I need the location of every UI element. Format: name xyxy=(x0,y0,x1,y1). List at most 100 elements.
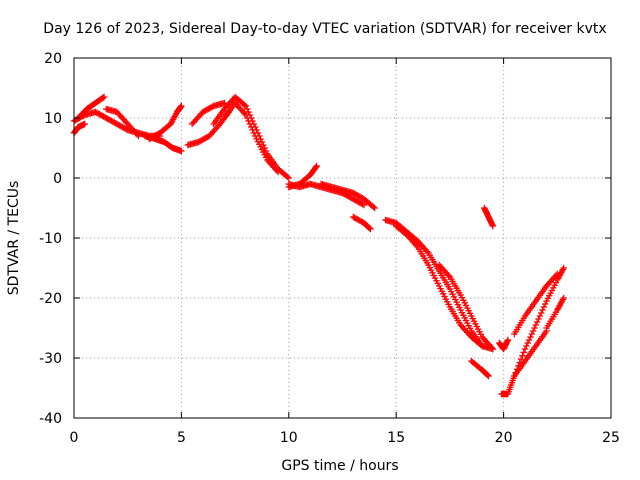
data-point-marker xyxy=(285,174,292,182)
data-point-marker xyxy=(249,126,256,134)
x-axis-label: GPS time / hours xyxy=(281,458,398,474)
data-point-marker xyxy=(100,93,108,101)
data-point-marker xyxy=(484,372,491,379)
data-point-marker xyxy=(248,123,255,131)
chart-title: Day 126 of 2023, Sidereal Day-to-day VTE… xyxy=(43,21,606,37)
series-track-h xyxy=(188,99,228,128)
series-track-w xyxy=(511,327,550,380)
series-track-m xyxy=(317,180,378,212)
data-point-marker xyxy=(178,102,185,110)
data-point-marker xyxy=(178,147,185,155)
series-track-s xyxy=(481,204,497,230)
series-track-t xyxy=(496,336,512,353)
data-point-marker xyxy=(519,352,526,359)
data-point-marker xyxy=(445,272,452,279)
data-point-marker xyxy=(371,204,378,212)
data-point-marker xyxy=(523,342,530,350)
data-point-marker xyxy=(243,114,251,122)
x-tick-label: 0 xyxy=(70,430,79,446)
y-tick-label: 0 xyxy=(53,171,62,187)
data-point-marker xyxy=(243,105,251,113)
grid-lines xyxy=(74,58,611,418)
data-point-marker xyxy=(274,168,282,176)
data-point-marker xyxy=(370,203,377,211)
data-point-marker xyxy=(520,349,527,356)
data-point-marker xyxy=(529,327,537,335)
x-tick-label: 5 xyxy=(177,430,186,446)
series-track-o xyxy=(382,216,497,353)
data-points xyxy=(70,93,567,398)
data-point-marker xyxy=(313,162,320,170)
data-point-marker xyxy=(133,131,141,138)
data-point-marker xyxy=(81,120,88,128)
series-track-q xyxy=(435,261,497,353)
data-point-marker xyxy=(560,294,567,302)
x-axis: 0 5 10 15 20 25 xyxy=(70,58,620,446)
y-axis-label: SDTVAR / TECUs xyxy=(6,181,22,296)
y-tick-label: 10 xyxy=(44,111,62,127)
series-track-v xyxy=(511,270,561,338)
series-track-g xyxy=(184,108,232,149)
data-point-marker xyxy=(245,117,252,125)
series-track-c xyxy=(70,120,88,137)
data-point-marker xyxy=(489,222,497,230)
data-point-marker xyxy=(367,225,374,233)
data-point-marker xyxy=(242,111,250,119)
x-tick-label: 20 xyxy=(495,430,513,446)
data-point-marker xyxy=(521,345,529,353)
data-point-marker xyxy=(135,132,142,140)
data-point-marker xyxy=(528,330,535,338)
series-track-j xyxy=(221,99,282,176)
data-point-marker xyxy=(524,339,531,347)
series-track-x xyxy=(543,294,567,332)
series-track-r xyxy=(468,357,492,380)
data-point-marker xyxy=(542,300,549,308)
data-point-marker xyxy=(539,306,546,314)
data-point-marker xyxy=(250,129,258,137)
series-track-n xyxy=(350,213,374,233)
data-point-marker xyxy=(413,242,420,249)
data-point-marker xyxy=(273,167,280,174)
data-point-marker xyxy=(252,132,259,140)
data-point-marker xyxy=(532,321,540,329)
series-track-u xyxy=(498,264,567,398)
data-point-marker xyxy=(531,324,538,332)
data-point-marker xyxy=(540,303,548,311)
y-tick-label: -30 xyxy=(39,351,62,367)
data-point-marker xyxy=(366,225,373,232)
data-point-marker xyxy=(359,201,366,208)
data-point-marker xyxy=(525,336,533,344)
data-point-marker xyxy=(488,344,495,351)
data-point-marker xyxy=(536,312,544,320)
data-point-marker xyxy=(554,270,561,278)
data-point-marker xyxy=(535,315,542,323)
data-point-marker xyxy=(241,110,248,117)
data-point-marker xyxy=(527,333,534,341)
data-point-marker xyxy=(537,309,545,317)
series-track-d xyxy=(103,105,142,140)
data-point-marker xyxy=(552,272,560,279)
data-point-marker xyxy=(477,341,484,349)
data-point-marker xyxy=(99,94,107,101)
data-point-marker xyxy=(312,163,320,171)
series-track-p xyxy=(393,222,486,350)
y-tick-label: -10 xyxy=(39,231,62,247)
y-axis: -40 -30 -20 -10 0 10 20 xyxy=(39,51,611,427)
x-tick-label: 15 xyxy=(387,430,405,446)
data-point-marker xyxy=(478,342,486,350)
data-point-marker xyxy=(504,336,512,344)
data-point-marker xyxy=(284,173,291,181)
series-track-b xyxy=(75,93,108,122)
data-point-marker xyxy=(485,372,492,380)
data-point-marker xyxy=(517,355,525,363)
data-point-marker xyxy=(559,266,567,273)
data-point-marker xyxy=(489,345,497,353)
y-tick-label: -20 xyxy=(39,291,62,307)
x-tick-label: 25 xyxy=(602,430,620,446)
series-track-i xyxy=(210,93,292,182)
data-point-marker xyxy=(423,248,431,255)
data-point-marker xyxy=(559,296,567,303)
x-tick-label: 10 xyxy=(280,430,298,446)
series-track-f xyxy=(141,132,185,155)
